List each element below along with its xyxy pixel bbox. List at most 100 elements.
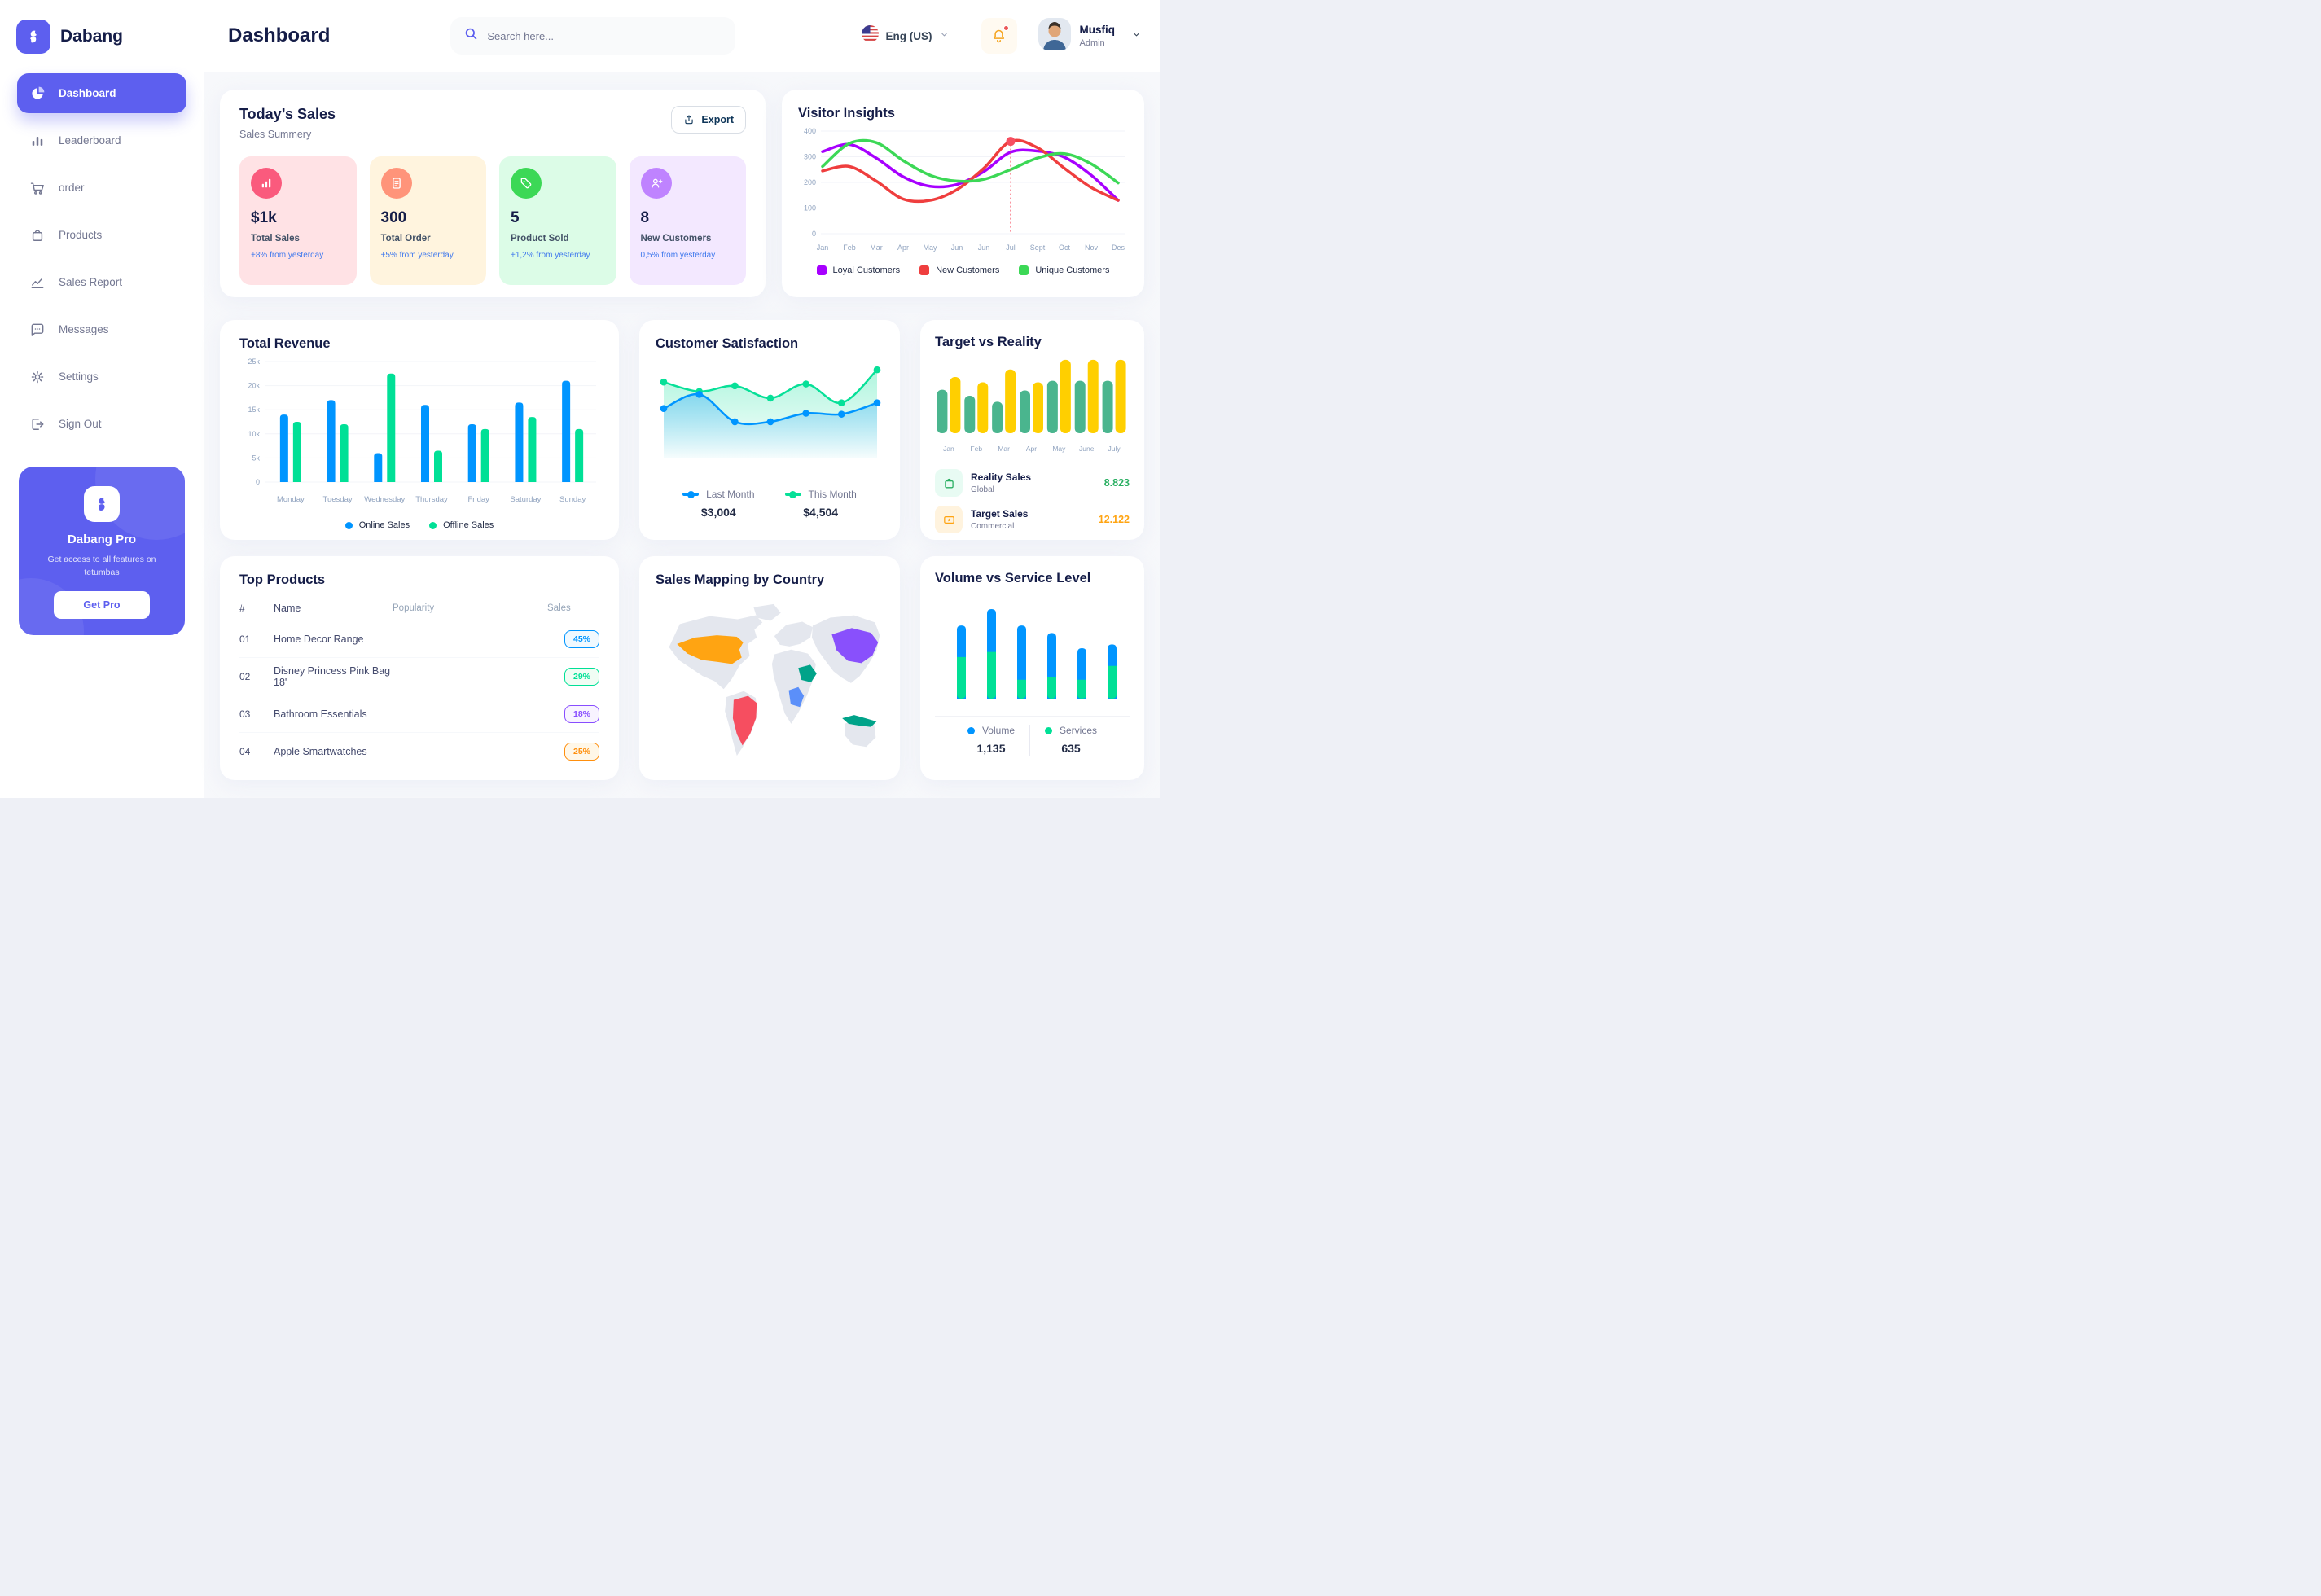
sales-badge: 45% (564, 629, 599, 648)
svg-text:Monday: Monday (277, 495, 305, 504)
svg-text:300: 300 (804, 153, 816, 161)
legend-label: Reality Sales (971, 471, 1032, 483)
svg-text:Wednesday: Wednesday (364, 495, 405, 504)
map-country-indonesia[interactable] (842, 715, 877, 727)
product-rank: 01 (239, 633, 251, 645)
legend-label: Target Sales (971, 508, 1029, 520)
total-revenue-chart: 0 5k 10k 15k 20k 25k Monday Tuesday Wednesday Thu… (248, 357, 596, 504)
sales-badge: 29% (564, 667, 599, 686)
brand-logo-icon (16, 20, 50, 54)
sidebar-item-label: Sales Report (59, 276, 123, 288)
legend-dot (967, 726, 975, 734)
legend-sublabel: Commercial (971, 522, 1015, 531)
pro-title: Dabang Pro (67, 533, 137, 546)
sidebar-item-sign-out[interactable]: Sign Out (17, 404, 186, 444)
target-vs-reality-card: Target vs Reality Jan Feb Mar Apr May June Jul… (920, 320, 1144, 540)
legend-label: New Customers (936, 265, 1000, 275)
map-country-saudi-arabia[interactable] (798, 664, 817, 682)
user-role: Admin (1079, 38, 1105, 48)
svg-text:Apr: Apr (1026, 445, 1037, 453)
export-button[interactable]: Export (671, 106, 746, 134)
legend-divider (1029, 725, 1030, 756)
legend-label: Online Sales (358, 520, 410, 530)
table-row: 01 Home Decor Range 45% (239, 620, 599, 658)
total-revenue-title: Total Revenue (239, 336, 331, 351)
visitor-insights-title: Visitor Insights (798, 106, 895, 121)
get-pro-button[interactable]: Get Pro (54, 590, 150, 619)
avatar (1038, 17, 1071, 55)
svg-text:July: July (1108, 445, 1121, 453)
map-country-dr-congo[interactable] (788, 686, 805, 708)
line-chart-icon (29, 274, 46, 292)
stat-delta: +1,2% from yesterday (511, 251, 590, 260)
sidebar-item-dashboard[interactable]: Dashboard (17, 73, 186, 113)
map-country-usa[interactable] (677, 635, 744, 664)
todays-sales-title: Today’s Sales (239, 106, 336, 122)
dashboard-app: Dabang Dashboard Leaderboard order (0, 0, 1160, 798)
svg-text:Jan: Jan (943, 445, 954, 453)
search-input[interactable] (487, 29, 723, 42)
svg-text:Saturday: Saturday (510, 495, 541, 504)
sidebar-item-label: Sign Out (59, 418, 102, 430)
legend-marker (682, 490, 700, 498)
user-menu[interactable]: Musfiq Admin (1038, 17, 1142, 55)
cart-icon (29, 179, 46, 197)
map-country-brazil[interactable] (732, 695, 757, 746)
table-row: 04 Apple Smartwatches 25% (239, 733, 599, 770)
sidebar-item-products[interactable]: Products (17, 215, 186, 255)
svg-text:Tuesday: Tuesday (323, 495, 353, 504)
us-flag-icon (861, 25, 879, 46)
target-sales-legend: Target Sales Commercial 12.122 (935, 506, 1130, 533)
svg-text:10k: 10k (248, 430, 260, 438)
sidebar-item-label: order (59, 182, 85, 194)
stat-label: Product Sold (511, 234, 569, 243)
map-country-china[interactable] (831, 628, 879, 664)
pie-chart-icon (29, 85, 46, 103)
order-file-icon (380, 168, 412, 199)
bag-icon (935, 469, 963, 497)
svg-text:Nov: Nov (1085, 243, 1099, 252)
sidebar-item-label: Dashboard (59, 87, 116, 99)
customer-satisfaction-chart (660, 366, 881, 458)
legend-label: Last Month (706, 489, 755, 500)
legend-label: Volume (981, 725, 1015, 736)
stat-new-customers: 8 New Customers 0,5% from yesterday (629, 156, 746, 285)
chevron-down-icon (940, 28, 949, 43)
leaderboard-icon (29, 132, 46, 150)
product-name: Bathroom Essentials (274, 708, 367, 720)
brand: Dabang (0, 15, 204, 73)
last-month-total: $3,004 (700, 506, 736, 519)
page-title: Dashboard (228, 24, 331, 46)
user-plus-icon (640, 168, 672, 199)
language-selector[interactable]: Eng (US) (861, 25, 949, 46)
gear-icon (29, 368, 46, 386)
total-revenue-card: Total Revenue 0 5k 10k 15k 20k 25k Monday Tuesd… (220, 320, 619, 540)
svg-text:Sunday: Sunday (559, 495, 586, 504)
col-name: Name (274, 602, 301, 614)
svg-text:400: 400 (804, 127, 816, 135)
reality-sales-legend: Reality Sales Global 8.823 (935, 469, 1130, 497)
world-map (669, 603, 880, 756)
bar-chart-icon (251, 168, 282, 199)
table-row: 03 Bathroom Essentials 18% (239, 695, 599, 733)
svg-text:25k: 25k (248, 357, 260, 366)
sidebar-item-order[interactable]: order (17, 168, 186, 208)
volume-vs-service-legend: Volume 1,135 Services 635 (935, 725, 1130, 756)
topbar: Dashboard Eng (US) (204, 0, 1160, 72)
sidebar-item-messages[interactable]: Messages (17, 309, 186, 349)
stat-value: 300 (380, 209, 407, 226)
svg-text:Friday: Friday (468, 495, 490, 504)
pro-subtitle: Get access to all features on tetumbas (47, 555, 156, 578)
svg-text:Mar: Mar (998, 445, 1010, 453)
sidebar-item-sales-report[interactable]: Sales Report (17, 262, 186, 302)
notifications-button[interactable] (981, 18, 1017, 54)
svg-text:Jun: Jun (951, 243, 963, 252)
sidebar: Dabang Dashboard Leaderboard order (0, 0, 204, 798)
stat-cards: $1k Total Sales +8% from yesterday 300 T… (239, 156, 746, 285)
stat-product-sold: 5 Product Sold +1,2% from yesterday (499, 156, 616, 285)
col-rank: # (239, 602, 245, 614)
sidebar-item-leaderboard[interactable]: Leaderboard (17, 121, 186, 160)
svg-text:0: 0 (256, 478, 260, 486)
svg-text:0: 0 (812, 230, 816, 238)
sidebar-item-settings[interactable]: Settings (17, 357, 186, 397)
